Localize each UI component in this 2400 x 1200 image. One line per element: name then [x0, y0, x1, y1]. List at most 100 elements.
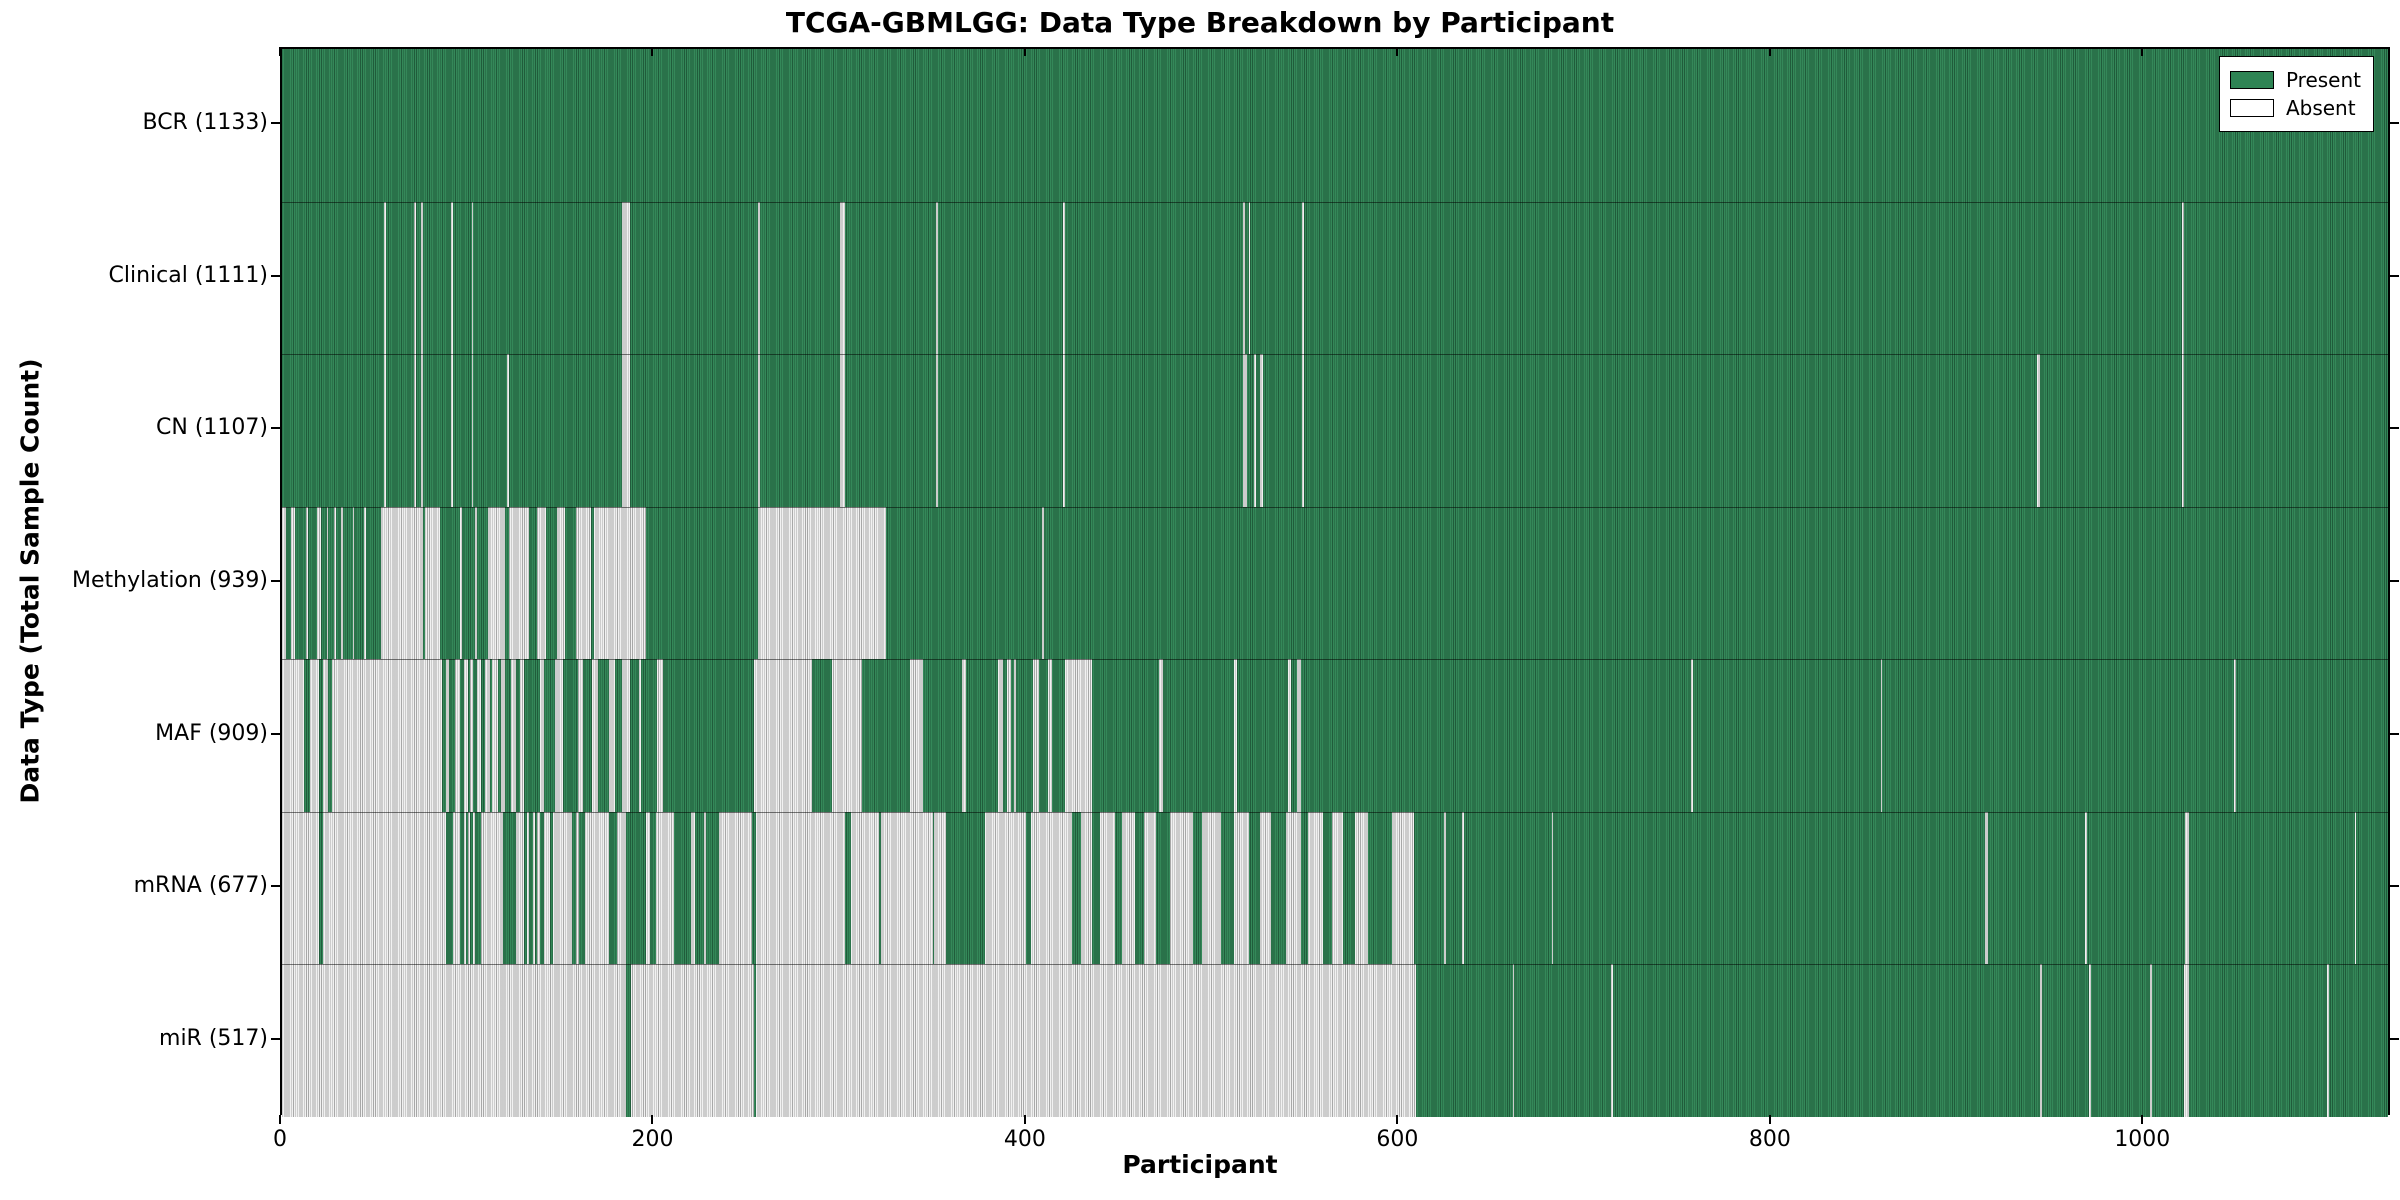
row-BCR: [282, 49, 2388, 202]
absent-segment: [1611, 964, 1613, 1117]
absent-segment: [2036, 354, 2041, 507]
absent-segment: [1984, 811, 1989, 965]
y-tick-mark: [2390, 580, 2399, 582]
absent-segment: [1062, 354, 1065, 507]
y-tick-mark: [271, 427, 280, 430]
absent-segment: [1332, 811, 1344, 965]
absent-segment: [1233, 659, 1238, 812]
absent-segment: [2326, 964, 2329, 1117]
x-tick-mark-top: [651, 47, 654, 56]
absent-segment: [1233, 811, 1249, 965]
row-MAF: [282, 659, 2388, 812]
absent-segment: [1170, 811, 1193, 965]
y-tick-mark: [271, 122, 280, 125]
absent-segment: [609, 659, 615, 812]
absent-segment: [508, 506, 530, 660]
absent-segment: [451, 354, 453, 507]
y-tick-mark: [2390, 427, 2399, 430]
x-tick-mark: [651, 1115, 654, 1124]
row-miR: [282, 964, 2388, 1117]
absent-segment: [1690, 659, 1693, 812]
absent-segment: [527, 811, 530, 965]
x-tick-mark: [279, 1115, 281, 1124]
y-tick-mark: [271, 580, 280, 582]
absent-segment: [757, 506, 887, 660]
absent-segment: [2040, 964, 2043, 1117]
absent-segment: [291, 506, 295, 660]
absent-segment: [757, 354, 760, 507]
row-CN: [282, 354, 2388, 507]
absent-segment: [754, 659, 812, 812]
absent-segment: [575, 506, 591, 660]
y-tick-mark: [271, 274, 280, 277]
absent-segment: [984, 811, 1026, 965]
absent-segment: [832, 659, 862, 812]
absent-segment: [2183, 964, 2190, 1117]
x-tick-label: 0: [273, 1127, 287, 1152]
x-tick-mark: [1396, 1115, 1399, 1124]
bar-edge-texture: [282, 506, 2388, 660]
absent-segment: [467, 811, 470, 965]
absent-segment: [703, 811, 706, 965]
absent-segment: [1122, 811, 1136, 965]
absent-segment: [2181, 354, 2184, 507]
absent-segment: [1047, 659, 1052, 812]
absent-segment: [1296, 659, 1301, 812]
absent-segment: [480, 811, 504, 965]
absent-segment: [1285, 811, 1301, 965]
absent-segment: [1259, 354, 1264, 507]
absent-segment: [519, 659, 524, 812]
row-Clinical: [282, 201, 2388, 355]
absent-segment: [690, 811, 695, 965]
absent-segment: [553, 811, 572, 965]
bar-edge-texture: [282, 964, 2388, 1117]
absent-segment: [839, 354, 846, 507]
absent-segment: [755, 811, 846, 965]
absent-segment: [622, 201, 630, 355]
y-tick-mark: [2390, 274, 2399, 277]
absent-segment: [1042, 506, 1045, 660]
absent-segment: [341, 506, 344, 660]
legend-entry-present: Present: [2229, 68, 2361, 92]
y-tick-label-CN: CN (1107): [156, 415, 268, 441]
absent-segment: [2354, 811, 2357, 965]
absent-segment: [2233, 659, 2236, 812]
bar-edge-texture: [282, 201, 2388, 355]
absent-segment: [532, 811, 535, 965]
row-separator: [282, 811, 2388, 813]
chart-title: TCGA-GBMLGG: Data Type Breakdown by Part…: [785, 6, 1615, 39]
absent-segment: [322, 659, 329, 812]
absent-segment: [309, 659, 320, 812]
present-swatch: [2229, 71, 2274, 89]
absent-segment: [2181, 201, 2184, 355]
absent-segment: [464, 811, 466, 965]
absent-segment: [1006, 659, 1011, 812]
absent-segment: [1391, 811, 1414, 965]
x-tick-mark: [1768, 1115, 1771, 1124]
absent-segment: [306, 506, 308, 660]
absent-segment: [655, 811, 675, 965]
absent-segment: [477, 659, 481, 812]
absent-segment: [282, 811, 320, 965]
absent-segment: [469, 659, 474, 812]
absent-segment: [454, 659, 461, 812]
absent-segment: [317, 506, 322, 660]
absent-segment: [363, 506, 366, 660]
absent-segment: [460, 506, 463, 660]
y-tick-label-Methylation: Methylation (939): [72, 568, 268, 593]
absent-segment: [540, 659, 545, 812]
absent-segment: [1462, 811, 1465, 965]
bar-edge-texture: [282, 811, 2388, 965]
absent-segment: [1242, 201, 1245, 355]
absent-segment: [577, 659, 584, 812]
row-Methylation: [282, 506, 2388, 660]
absent-segment: [464, 659, 468, 812]
row-separator: [282, 506, 2388, 508]
absent-segment: [492, 659, 498, 812]
absent-segment: [473, 811, 476, 965]
absent-segment: [2085, 811, 2087, 965]
absent-segment: [425, 506, 440, 660]
absent-segment: [332, 659, 442, 812]
y-tick-mark: [2390, 885, 2399, 888]
